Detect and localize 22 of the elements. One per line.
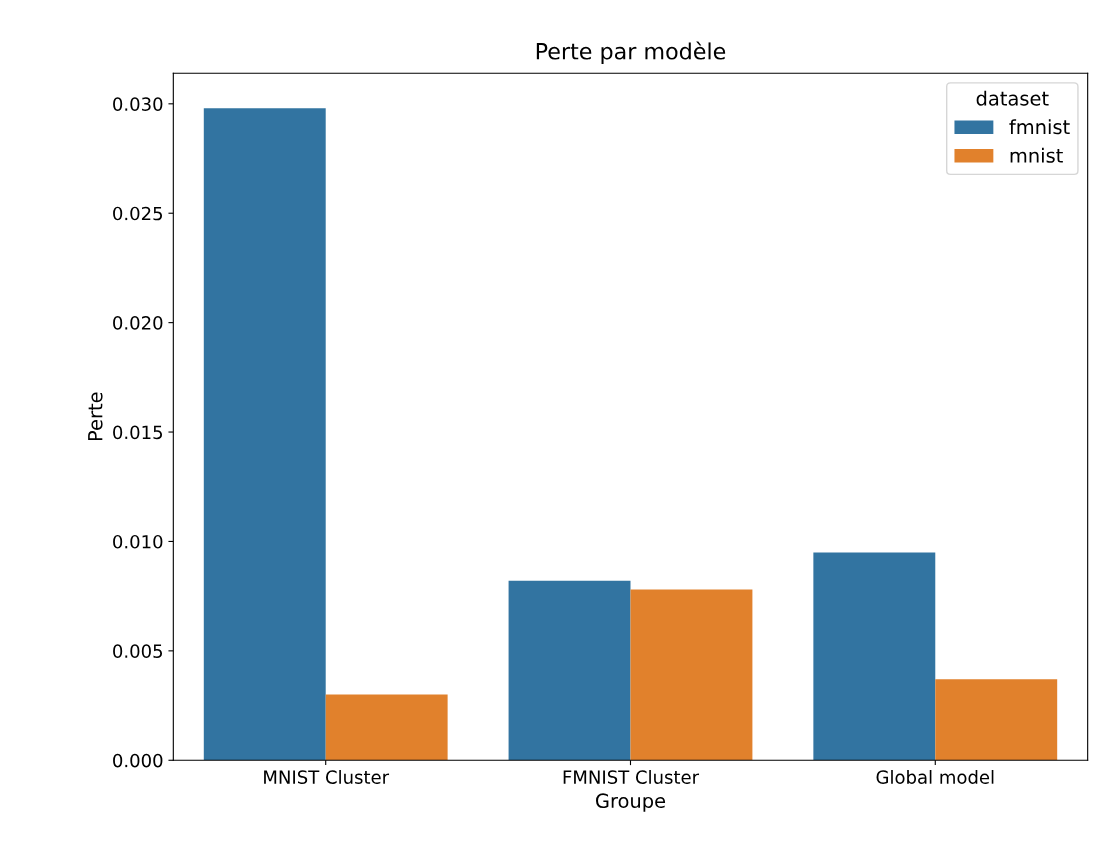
y-tick-label: 0.005 bbox=[113, 644, 163, 658]
x-tick-label: FMNIST Cluster bbox=[563, 769, 700, 784]
y-axis-title: Perte bbox=[88, 392, 103, 441]
chart-title: Perte par modèle bbox=[536, 41, 726, 64]
x-axis-title: Groupe bbox=[596, 793, 666, 812]
bar bbox=[325, 694, 448, 761]
x-tick-label: Global model bbox=[876, 769, 994, 784]
y-tick-label: 0.025 bbox=[113, 206, 163, 221]
y-tick-label: 0.000 bbox=[113, 753, 163, 768]
legend-label: mnist bbox=[1010, 147, 1063, 163]
legend-label: fmnist bbox=[1009, 119, 1070, 135]
bar bbox=[935, 679, 1058, 761]
y-tick-label: 0.030 bbox=[113, 97, 163, 111]
x-tick-label: MNIST Cluster bbox=[264, 769, 390, 784]
legend-title: dataset bbox=[976, 90, 1049, 106]
bar bbox=[508, 580, 631, 761]
y-tick-label: 0.020 bbox=[113, 316, 163, 330]
bar bbox=[630, 589, 753, 761]
y-tick-label: 0.010 bbox=[113, 534, 163, 549]
y-tick-label: 0.015 bbox=[113, 425, 163, 440]
bar bbox=[203, 108, 326, 761]
bar bbox=[813, 552, 936, 761]
